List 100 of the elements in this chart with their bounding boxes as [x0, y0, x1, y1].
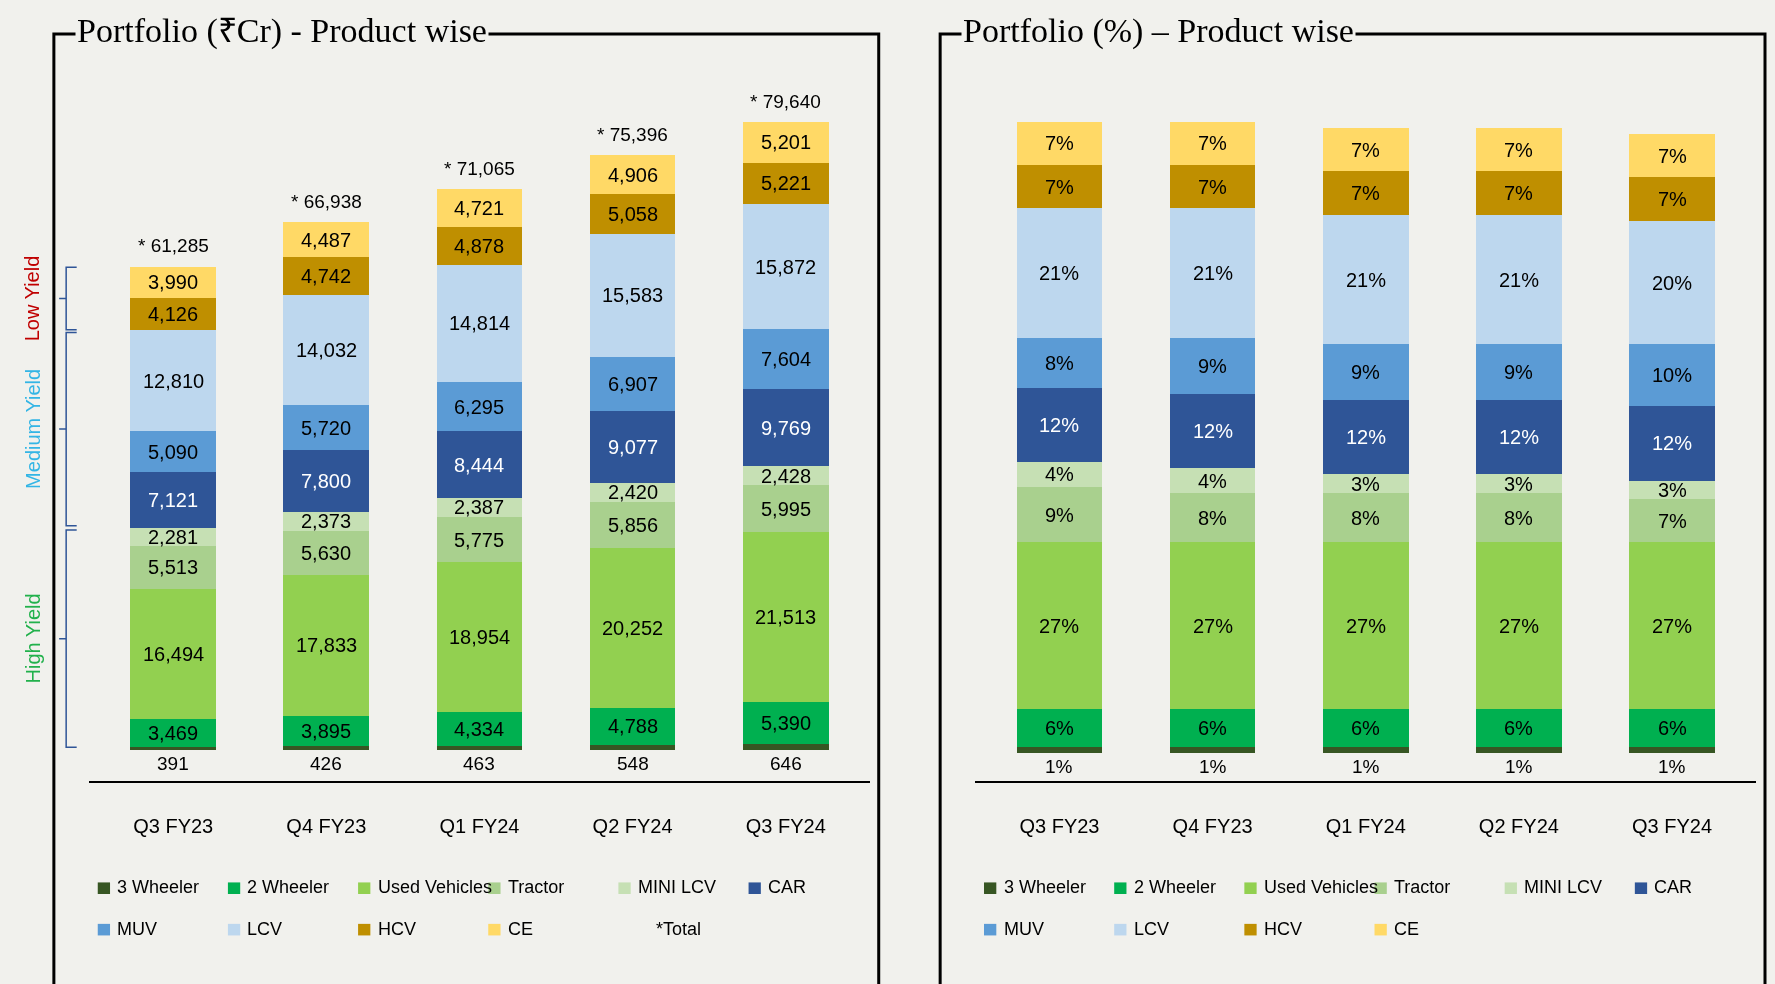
bar: [1629, 220, 1715, 345]
data-label: 27%: [1346, 615, 1387, 637]
bar: [742, 532, 829, 702]
bar: [436, 562, 523, 712]
legend-label: MINI LCV: [638, 877, 717, 897]
data-label: 21%: [1039, 262, 1080, 284]
bar: [742, 485, 829, 533]
x-tick-label: Q3 FY24: [1631, 815, 1713, 838]
bar: [1322, 344, 1409, 401]
data-label: 7%: [1658, 188, 1688, 210]
data-label: 7%: [1351, 182, 1381, 204]
data-label: 6,907: [608, 373, 659, 395]
legend-label: Used Vehicles: [378, 877, 493, 897]
bar: [1322, 542, 1409, 710]
data-label: 14,032: [296, 339, 358, 361]
data-label: 12%: [1499, 426, 1540, 448]
data-label: 21%: [1193, 262, 1234, 284]
bar: [1475, 400, 1562, 475]
bar: [1322, 128, 1409, 172]
x-tick-label: Q3 FY23: [133, 815, 214, 838]
legend-label: 2 Wheeler: [1134, 877, 1217, 897]
bar: [1016, 208, 1103, 339]
legend-label: Tractor: [1394, 877, 1451, 897]
data-label: 7,800: [301, 470, 352, 492]
bar: [1629, 542, 1715, 710]
data-label: 1%: [1199, 756, 1227, 777]
bar: [589, 233, 676, 357]
data-label: 5,856: [608, 514, 659, 536]
bar: [1475, 214, 1562, 345]
bar: [1016, 121, 1103, 166]
data-label: 8%: [1351, 507, 1381, 529]
bar: [283, 574, 370, 716]
data-label: 4%: [1198, 470, 1228, 492]
bar: [1169, 709, 1256, 747]
bar: [1322, 171, 1409, 215]
data-label: 7%: [1045, 132, 1075, 154]
bar: [130, 545, 217, 590]
legend-label: HCV: [1264, 919, 1303, 939]
bar: [1629, 709, 1715, 747]
data-label: 7%: [1658, 145, 1688, 167]
data-label: 4,788: [608, 715, 659, 737]
chart-title: Portfolio (₹Cr) - Product wise: [77, 12, 487, 50]
legend-label: CE: [508, 919, 534, 939]
bar: [1169, 468, 1256, 493]
bar: [130, 589, 217, 720]
total-label: * 75,396: [597, 124, 668, 145]
bar: [1629, 177, 1715, 221]
bar: [1169, 208, 1256, 339]
bar: [1475, 171, 1562, 215]
bar: [1475, 492, 1562, 543]
bar: [589, 547, 676, 708]
bar: [1169, 746, 1256, 753]
data-label: 21%: [1346, 269, 1387, 291]
text: Low Yield: [21, 255, 44, 342]
bar: [283, 450, 370, 512]
data-label: 7%: [1504, 182, 1534, 204]
data-label: 2,281: [148, 526, 199, 548]
data-label: 2,373: [301, 510, 352, 532]
bar: [1629, 499, 1715, 543]
legend-label: MUV: [117, 919, 157, 939]
bar: [1322, 709, 1409, 747]
text: Medium Yield: [21, 368, 44, 489]
bar: [742, 744, 829, 750]
bar: [1629, 406, 1715, 481]
data-label: 7,121: [148, 489, 199, 511]
data-label: 5,090: [148, 441, 199, 463]
legend-label: LCV: [247, 919, 283, 939]
total-label: * 71,065: [444, 158, 515, 179]
bar: [742, 121, 829, 163]
data-label: 10%: [1652, 364, 1693, 386]
data-label: 20,252: [602, 617, 664, 639]
bar: [1016, 486, 1103, 543]
bar: [1629, 344, 1715, 407]
data-label: 9%: [1198, 355, 1228, 377]
bar: [1322, 746, 1409, 753]
data-label: 5,221: [761, 172, 812, 194]
x-tick-label: Q3 FY24: [745, 815, 826, 838]
data-label: 3%: [1658, 479, 1688, 501]
data-label: 2,420: [608, 481, 659, 503]
data-label: 1%: [1658, 756, 1686, 777]
bar: [130, 746, 217, 750]
data-label: 9%: [1351, 361, 1381, 383]
bar: [130, 330, 217, 432]
legend-label: Tractor: [508, 877, 565, 897]
data-label: 5,630: [301, 542, 352, 564]
x-tick-label: Q4 FY23: [286, 815, 367, 838]
bar: [1322, 492, 1409, 543]
data-label: 3%: [1504, 473, 1534, 495]
bar: [1475, 128, 1562, 172]
data-label: 7%: [1658, 510, 1688, 532]
data-label: 426: [310, 753, 342, 774]
bar: [1629, 134, 1715, 178]
bar: [1169, 492, 1256, 543]
bar: [283, 746, 370, 750]
bar: [1016, 709, 1103, 747]
bar: [130, 431, 217, 472]
bar: [436, 431, 523, 499]
data-label: 9,769: [761, 417, 812, 439]
data-label: 27%: [1039, 615, 1080, 637]
data-label: 6,295: [454, 396, 505, 418]
